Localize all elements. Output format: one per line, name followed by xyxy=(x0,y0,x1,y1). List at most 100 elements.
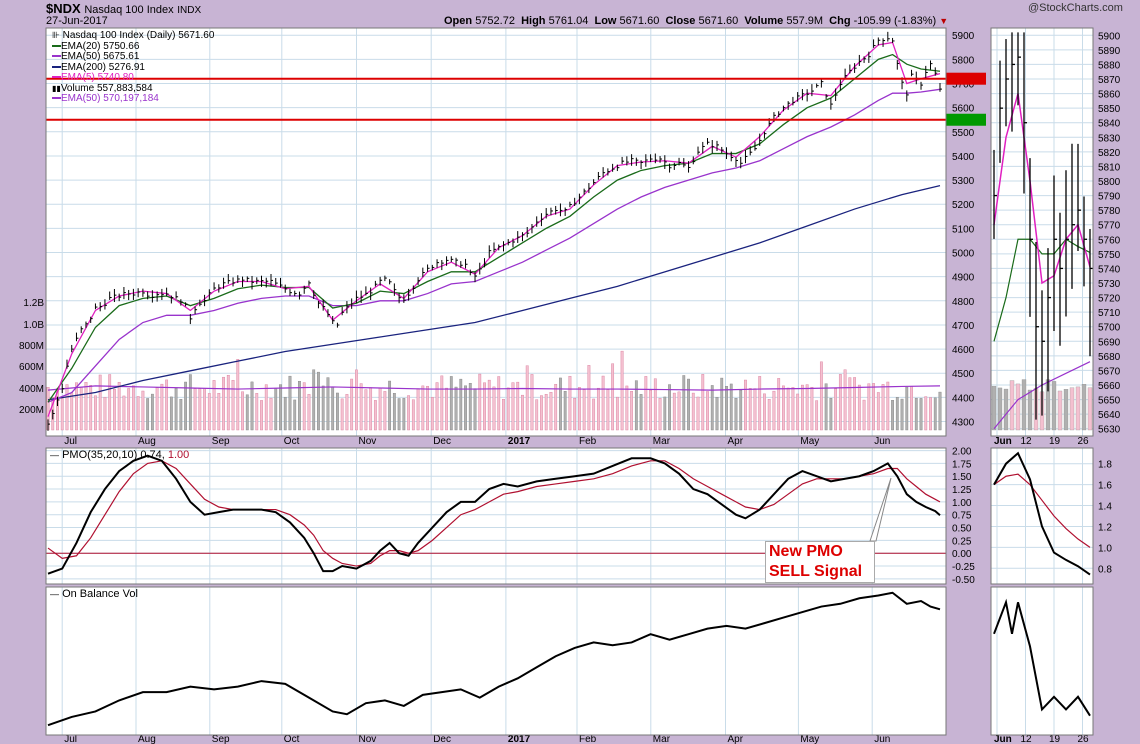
panel-frame xyxy=(45,447,947,585)
month-tick-label: Dec xyxy=(433,436,451,447)
obv-line xyxy=(47,591,941,727)
chg-label: Chg xyxy=(829,15,851,27)
month-tick-label: Nov xyxy=(359,734,377,744)
volume-bar xyxy=(606,389,610,431)
volume-bar xyxy=(511,382,515,431)
volume-bar xyxy=(720,377,724,431)
volume-tick-label: 600M xyxy=(19,362,44,373)
legend-swatch xyxy=(52,44,61,47)
zoom-pmo-signal-line xyxy=(993,473,1091,548)
zoom-tick-label: 5880 xyxy=(1098,60,1121,71)
volume-bar xyxy=(782,385,785,431)
volume-bar xyxy=(497,376,501,431)
legend-volume-text: Volume 557,883,584 xyxy=(60,82,153,94)
zoom-tick-label: 5820 xyxy=(1098,148,1121,159)
month-tick-label: Sep xyxy=(212,734,230,744)
volume-bar xyxy=(141,390,145,431)
price-tick-label: 5900 xyxy=(952,31,975,42)
volume-bar xyxy=(601,375,605,431)
volume-bar xyxy=(212,380,216,431)
volume-bar xyxy=(222,376,225,431)
month-tick-label: May xyxy=(800,436,819,447)
volume-bar xyxy=(900,398,904,431)
pmo-label: PMO(35,20,10) xyxy=(62,449,138,461)
volume-bar xyxy=(298,381,301,431)
volume-bar xyxy=(245,394,249,431)
volume-bar xyxy=(421,385,425,431)
exchange: INDX xyxy=(177,5,202,16)
volume-bar xyxy=(179,399,183,431)
zoom-tick-label: 5740 xyxy=(1098,264,1121,275)
pmo-value: 0.74, xyxy=(140,449,165,461)
volume-bar xyxy=(378,388,382,431)
volume-bar xyxy=(810,386,814,431)
volume-bar xyxy=(336,392,339,431)
open-value: 5752.72 xyxy=(475,15,515,27)
pmo-tick-label: 0.00 xyxy=(952,549,972,560)
volume-bar xyxy=(350,378,354,431)
low-value: 5671.60 xyxy=(619,15,660,27)
volume-bar xyxy=(473,388,477,431)
zoom-pmo-tick-label: 1.6 xyxy=(1098,481,1112,492)
volume-bar xyxy=(649,389,652,431)
legend-price: ⊪ Nasdaq 100 Index (Daily) 5671.60 xyxy=(52,30,214,42)
month-tick-label: Jul xyxy=(64,734,77,744)
volume-bar xyxy=(392,393,396,431)
volume-bar xyxy=(848,377,852,431)
volume-bar xyxy=(938,391,942,431)
volume-bar xyxy=(895,397,899,431)
volume-bar xyxy=(94,395,97,431)
volume-bar xyxy=(530,374,534,431)
zoom-tick-label: 5840 xyxy=(1098,119,1121,130)
zoom-ema20-line xyxy=(993,238,1091,342)
volume-bar xyxy=(174,388,178,431)
price-tick-label: 5700 xyxy=(952,80,975,91)
zoom-volume-bar xyxy=(1087,387,1093,431)
volume-bar xyxy=(587,365,591,431)
volume-value: 557.9M xyxy=(786,15,824,27)
volume-bar xyxy=(364,389,368,431)
symbol: $NDX xyxy=(46,1,81,16)
zoom-tick-label: 5680 xyxy=(1098,352,1121,363)
zoom-tick-label: 5700 xyxy=(1098,323,1121,334)
panel-frame xyxy=(45,586,947,736)
ema5-line xyxy=(47,41,941,417)
month-tick-label: Sep xyxy=(212,436,230,447)
zoom-volume-bar xyxy=(1027,389,1033,431)
zoom-tick-label: 5760 xyxy=(1098,235,1121,246)
volume-bar xyxy=(772,390,776,431)
chg-value: -105.99 (-1.83%) xyxy=(853,15,937,27)
volume-bar xyxy=(521,394,524,431)
volume-bar xyxy=(127,388,131,431)
volume-bar xyxy=(862,399,866,431)
volume-bar xyxy=(857,384,861,431)
zoom-pmo-panel xyxy=(991,448,1093,584)
obv-title: — On Balance Vol xyxy=(50,588,138,600)
price-tick-label: 5800 xyxy=(952,55,975,66)
volume-bar xyxy=(549,392,553,431)
zoom-pmo-tick-label: 1.8 xyxy=(1098,460,1112,471)
open-label: Open xyxy=(444,15,473,27)
zoom-tick-label: 5790 xyxy=(1098,192,1121,203)
price-tick-label: 4500 xyxy=(952,369,975,380)
volume-bar xyxy=(440,375,444,431)
volume-bar xyxy=(791,387,795,431)
zoom-tick-label: 5860 xyxy=(1098,90,1121,101)
volume-bar xyxy=(516,381,520,431)
volume-bar xyxy=(620,350,624,431)
volume-bar xyxy=(355,369,358,431)
pmo-icon: — xyxy=(50,450,59,460)
volume-bar xyxy=(573,398,577,431)
volume-bar xyxy=(559,377,562,431)
pmo-line xyxy=(47,454,941,575)
volume-bar xyxy=(198,388,202,431)
volume-bar xyxy=(331,386,335,431)
price-tick-label: 4300 xyxy=(952,418,975,429)
zoom-tick-label: 5870 xyxy=(1098,75,1121,86)
volume-bar xyxy=(706,391,709,431)
volume-label: Volume xyxy=(744,15,784,27)
volume-bar xyxy=(274,387,278,431)
legend-ema20-text: EMA(20) 5750.66 xyxy=(61,40,140,52)
volume-bar xyxy=(426,385,429,431)
high-value: 5761.04 xyxy=(548,15,589,27)
